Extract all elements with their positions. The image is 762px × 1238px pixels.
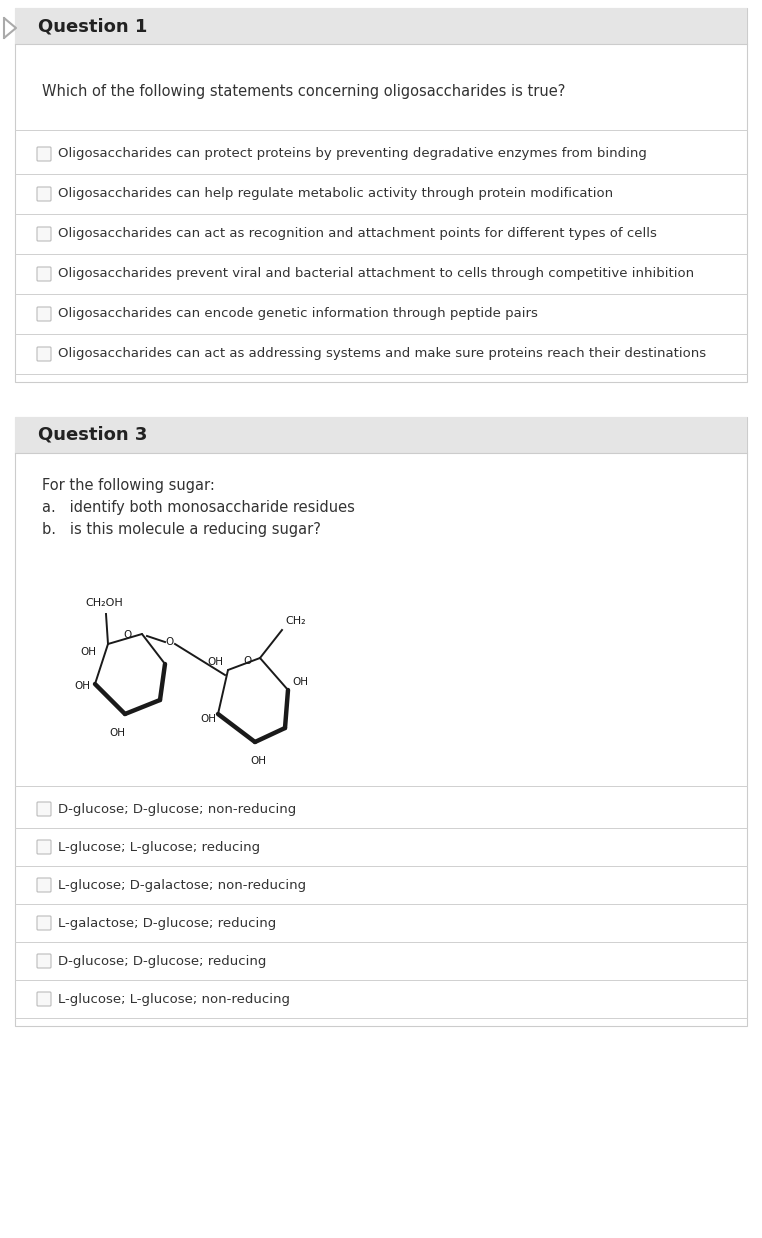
Bar [15, 7, 747, 383]
Text: D-glucose; D-glucose; non-reducing: D-glucose; D-glucose; non-reducing [58, 802, 296, 816]
Text: O: O [243, 656, 251, 666]
FancyBboxPatch shape [37, 307, 51, 321]
Text: OH: OH [200, 714, 216, 724]
Text: Question 3: Question 3 [38, 426, 147, 444]
Text: a.   identify both monosaccharide residues: a. identify both monosaccharide residues [42, 500, 355, 515]
FancyBboxPatch shape [37, 147, 51, 161]
Text: OH: OH [207, 657, 223, 667]
Text: O: O [124, 630, 132, 640]
FancyBboxPatch shape [37, 267, 51, 281]
Text: Oligosaccharides can help regulate metabolic activity through protein modificati: Oligosaccharides can help regulate metab… [58, 187, 613, 201]
Text: CH₂: CH₂ [285, 617, 306, 626]
FancyBboxPatch shape [37, 954, 51, 968]
Text: Oligosaccharides can protect proteins by preventing degradative enzymes from bin: Oligosaccharides can protect proteins by… [58, 147, 647, 161]
Text: CH₂OH: CH₂OH [85, 598, 123, 608]
FancyBboxPatch shape [37, 916, 51, 930]
Text: OH: OH [292, 677, 308, 687]
Text: For the following sugar:: For the following sugar: [42, 478, 215, 493]
Bar [15, 417, 747, 453]
Text: Which of the following statements concerning oligosaccharides is true?: Which of the following statements concer… [42, 84, 565, 99]
Text: Question 1: Question 1 [38, 17, 147, 35]
FancyBboxPatch shape [37, 802, 51, 816]
FancyBboxPatch shape [37, 227, 51, 241]
Bar [15, 7, 747, 45]
Text: Oligosaccharides can act as addressing systems and make sure proteins reach thei: Oligosaccharides can act as addressing s… [58, 348, 706, 360]
FancyBboxPatch shape [37, 992, 51, 1006]
Text: Oligosaccharides can act as recognition and attachment points for different type: Oligosaccharides can act as recognition … [58, 228, 657, 240]
Text: D-glucose; D-glucose; reducing: D-glucose; D-glucose; reducing [58, 954, 267, 968]
Text: OH: OH [80, 647, 96, 657]
Text: O: O [166, 638, 174, 647]
Text: OH: OH [74, 681, 90, 691]
FancyBboxPatch shape [37, 841, 51, 854]
FancyBboxPatch shape [37, 187, 51, 201]
Text: L-galactose; D-glucose; reducing: L-galactose; D-glucose; reducing [58, 916, 277, 930]
FancyBboxPatch shape [37, 347, 51, 361]
Text: OH: OH [109, 728, 125, 738]
Text: Oligosaccharides prevent viral and bacterial attachment to cells through competi: Oligosaccharides prevent viral and bacte… [58, 267, 694, 281]
Text: L-glucose; L-glucose; non-reducing: L-glucose; L-glucose; non-reducing [58, 993, 290, 1005]
Text: OH: OH [250, 756, 266, 766]
Text: L-glucose; D-galactose; non-reducing: L-glucose; D-galactose; non-reducing [58, 879, 306, 891]
Text: L-glucose; L-glucose; reducing: L-glucose; L-glucose; reducing [58, 841, 260, 853]
Text: b.   is this molecule a reducing sugar?: b. is this molecule a reducing sugar? [42, 522, 321, 537]
Bar [15, 417, 747, 1026]
FancyBboxPatch shape [37, 878, 51, 893]
Text: Oligosaccharides can encode genetic information through peptide pairs: Oligosaccharides can encode genetic info… [58, 307, 538, 321]
